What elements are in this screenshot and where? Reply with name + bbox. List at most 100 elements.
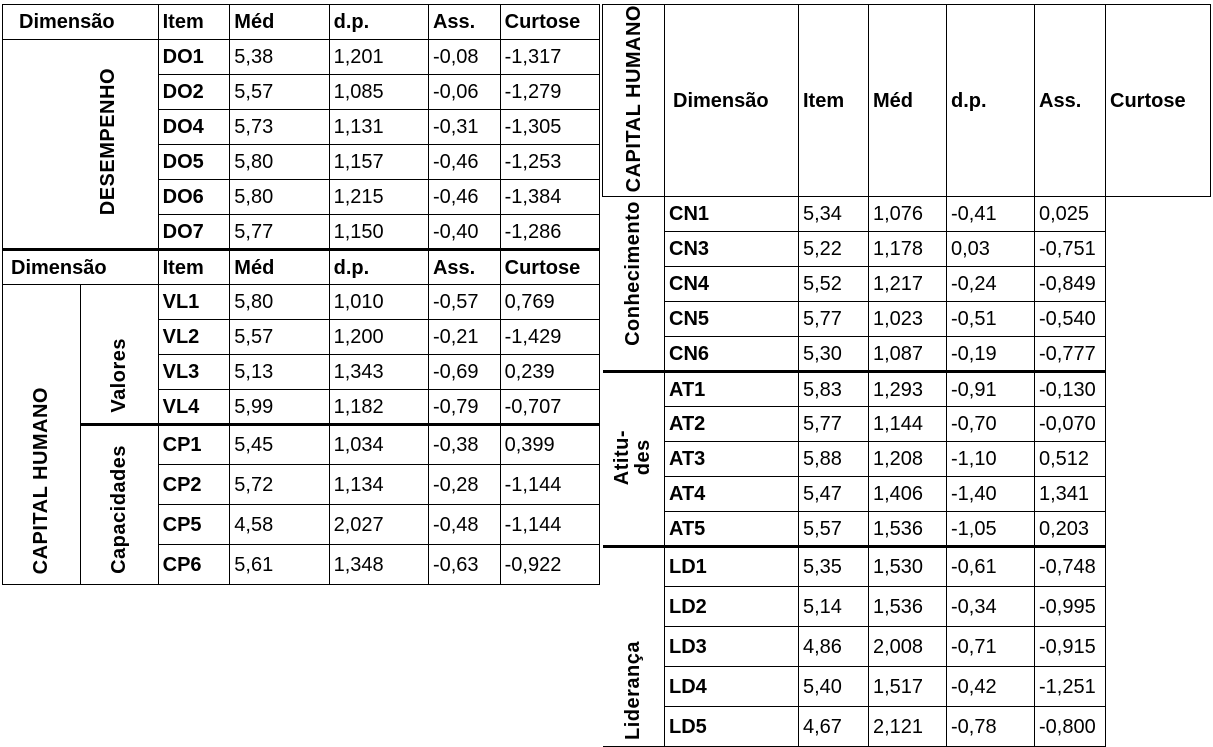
skew-cell: -0,57 xyxy=(427,284,501,320)
item-cell: CN3 xyxy=(664,231,799,268)
skew-cell: -0,70 xyxy=(946,406,1035,443)
item-cell: LD3 xyxy=(664,626,799,668)
table-row: AT5 5,57 1,536 -1,05 0,203 xyxy=(603,511,1211,548)
kurtosis-cell: -0,070 xyxy=(1034,406,1106,443)
subgroup-label-atitudes: Atitu-des xyxy=(602,370,665,548)
skew-cell: -0,63 xyxy=(427,544,501,585)
mean-cell: 5,35 xyxy=(798,545,869,588)
sd-cell: 2,008 xyxy=(868,626,947,668)
kurtosis-cell: 1,341 xyxy=(1034,476,1106,513)
table-row: CN6 5,30 1,087 -0,19 -0,777 xyxy=(603,336,1211,373)
table-row: DO4 5,73 1,131 -0,31 -1,305 xyxy=(3,109,601,145)
column-header-skew: Ass. xyxy=(427,248,501,285)
skew-cell: -1,05 xyxy=(946,511,1035,548)
mean-cell: 5,99 xyxy=(229,389,330,425)
table-row: LD5 4,67 2,121 -0,78 -0,800 xyxy=(603,706,1211,747)
column-header-skew: Ass. xyxy=(427,4,501,40)
table-row: VL2 5,57 1,200 -0,21 -1,429 xyxy=(3,319,601,355)
sd-cell: 1,517 xyxy=(868,666,947,708)
item-cell: AT2 xyxy=(664,406,799,443)
sd-cell: 1,208 xyxy=(868,441,947,478)
sd-cell: 1,343 xyxy=(328,354,429,390)
sd-cell: 1,215 xyxy=(328,179,429,215)
skew-cell: -1,40 xyxy=(946,476,1035,513)
item-cell: AT4 xyxy=(664,476,799,513)
kurtosis-cell: -0,849 xyxy=(1034,266,1106,303)
item-cell: AT5 xyxy=(664,511,799,548)
group-label-capital-humano: CAPITAL HUMANO xyxy=(2,284,81,585)
skew-cell: -0,91 xyxy=(946,370,1035,408)
kurtosis-cell: -0,915 xyxy=(1034,626,1106,668)
item-cell: CN4 xyxy=(664,266,799,303)
kurtosis-cell: 0,203 xyxy=(1034,511,1106,548)
mean-cell: 5,73 xyxy=(229,109,330,145)
mean-cell: 5,57 xyxy=(798,511,869,548)
kurtosis-cell: -0,707 xyxy=(499,389,601,425)
column-header-mean: Méd xyxy=(229,248,330,285)
item-cell: LD4 xyxy=(664,666,799,708)
kurtosis-cell: -1,384 xyxy=(499,179,601,215)
kurtosis-cell: -1,279 xyxy=(499,74,601,110)
kurtosis-cell: -1,144 xyxy=(499,464,601,505)
item-cell: VL3 xyxy=(157,354,231,390)
mean-cell: 5,38 xyxy=(229,39,330,75)
column-header-item: Item xyxy=(157,4,231,40)
mean-cell: 5,40 xyxy=(798,666,869,708)
column-header-sd: d.p. xyxy=(946,3,1035,198)
mean-cell: 5,57 xyxy=(229,319,330,355)
item-cell: VL1 xyxy=(157,284,231,320)
right-statistics-table: CAPITAL HUMANO Dimensão Item Méd d.p. As… xyxy=(602,3,1211,747)
mean-cell: 5,88 xyxy=(798,441,869,478)
table-row: LD3 4,86 2,008 -0,71 -0,915 xyxy=(603,626,1211,668)
item-cell: DO1 xyxy=(157,39,231,75)
column-header-sd: d.p. xyxy=(328,248,429,285)
mean-cell: 5,30 xyxy=(798,336,869,373)
kurtosis-cell: -1,286 xyxy=(499,214,601,250)
sd-cell: 1,530 xyxy=(868,545,947,588)
item-cell: VL2 xyxy=(157,319,231,355)
column-header-mean: Méd xyxy=(229,4,330,40)
sd-cell: 1,010 xyxy=(328,284,429,320)
table-row: DO2 5,57 1,085 -0,06 -1,279 xyxy=(3,74,601,110)
kurtosis-cell: -0,748 xyxy=(1034,545,1106,588)
kurtosis-cell: 0,399 xyxy=(499,423,601,465)
item-cell: AT1 xyxy=(664,370,799,408)
sd-cell: 1,406 xyxy=(868,476,947,513)
skew-cell: -0,24 xyxy=(946,266,1035,303)
mean-cell: 5,45 xyxy=(229,423,330,465)
item-cell: AT3 xyxy=(664,441,799,478)
subgroup-label-lideranca-text: Liderança xyxy=(622,641,645,741)
skew-cell: -0,79 xyxy=(427,389,501,425)
subgroup-label-conhecimento: Conhecimento xyxy=(602,196,665,373)
item-cell: CN1 xyxy=(664,196,799,233)
skew-cell: -0,31 xyxy=(427,109,501,145)
sd-cell: 1,134 xyxy=(328,464,429,505)
skew-cell: -0,19 xyxy=(946,336,1035,373)
sd-cell: 1,536 xyxy=(868,511,947,548)
item-cell: CN6 xyxy=(664,336,799,373)
skew-cell: -0,06 xyxy=(427,74,501,110)
mean-cell: 5,57 xyxy=(229,74,330,110)
kurtosis-cell: -0,540 xyxy=(1034,301,1106,338)
skew-cell: -0,42 xyxy=(946,666,1035,708)
kurtosis-cell: -1,305 xyxy=(499,109,601,145)
kurtosis-cell: -0,751 xyxy=(1034,231,1106,268)
mean-cell: 5,80 xyxy=(229,179,330,215)
kurtosis-cell: -1,429 xyxy=(499,319,601,355)
table-row: CP5 4,58 2,027 -0,48 -1,144 xyxy=(3,504,601,545)
mean-cell: 5,47 xyxy=(798,476,869,513)
skew-cell: -0,40 xyxy=(427,214,501,250)
table-row: Liderança LD1 5,35 1,530 -0,61 -0,748 xyxy=(602,545,1211,747)
table-row: CP2 5,72 1,134 -0,28 -1,144 xyxy=(3,464,601,505)
mean-cell: 5,34 xyxy=(798,196,869,233)
skew-cell: -0,46 xyxy=(427,179,501,215)
group-label-capital-humano-text: CAPITAL HUMANO xyxy=(30,386,53,574)
table-row: DESEMPENHO DO1 5,38 1,201 -0,08 -1,317 xyxy=(2,39,601,250)
mean-cell: 4,67 xyxy=(798,706,869,747)
sd-cell: 1,076 xyxy=(868,196,947,233)
column-header-dimension: Dimensão xyxy=(664,3,799,198)
column-header-dimension: Dimensão xyxy=(2,4,159,40)
mean-cell: 5,13 xyxy=(229,354,330,390)
kurtosis-cell: -1,251 xyxy=(1034,666,1106,708)
column-header-kurtosis: Curtose xyxy=(499,4,601,40)
